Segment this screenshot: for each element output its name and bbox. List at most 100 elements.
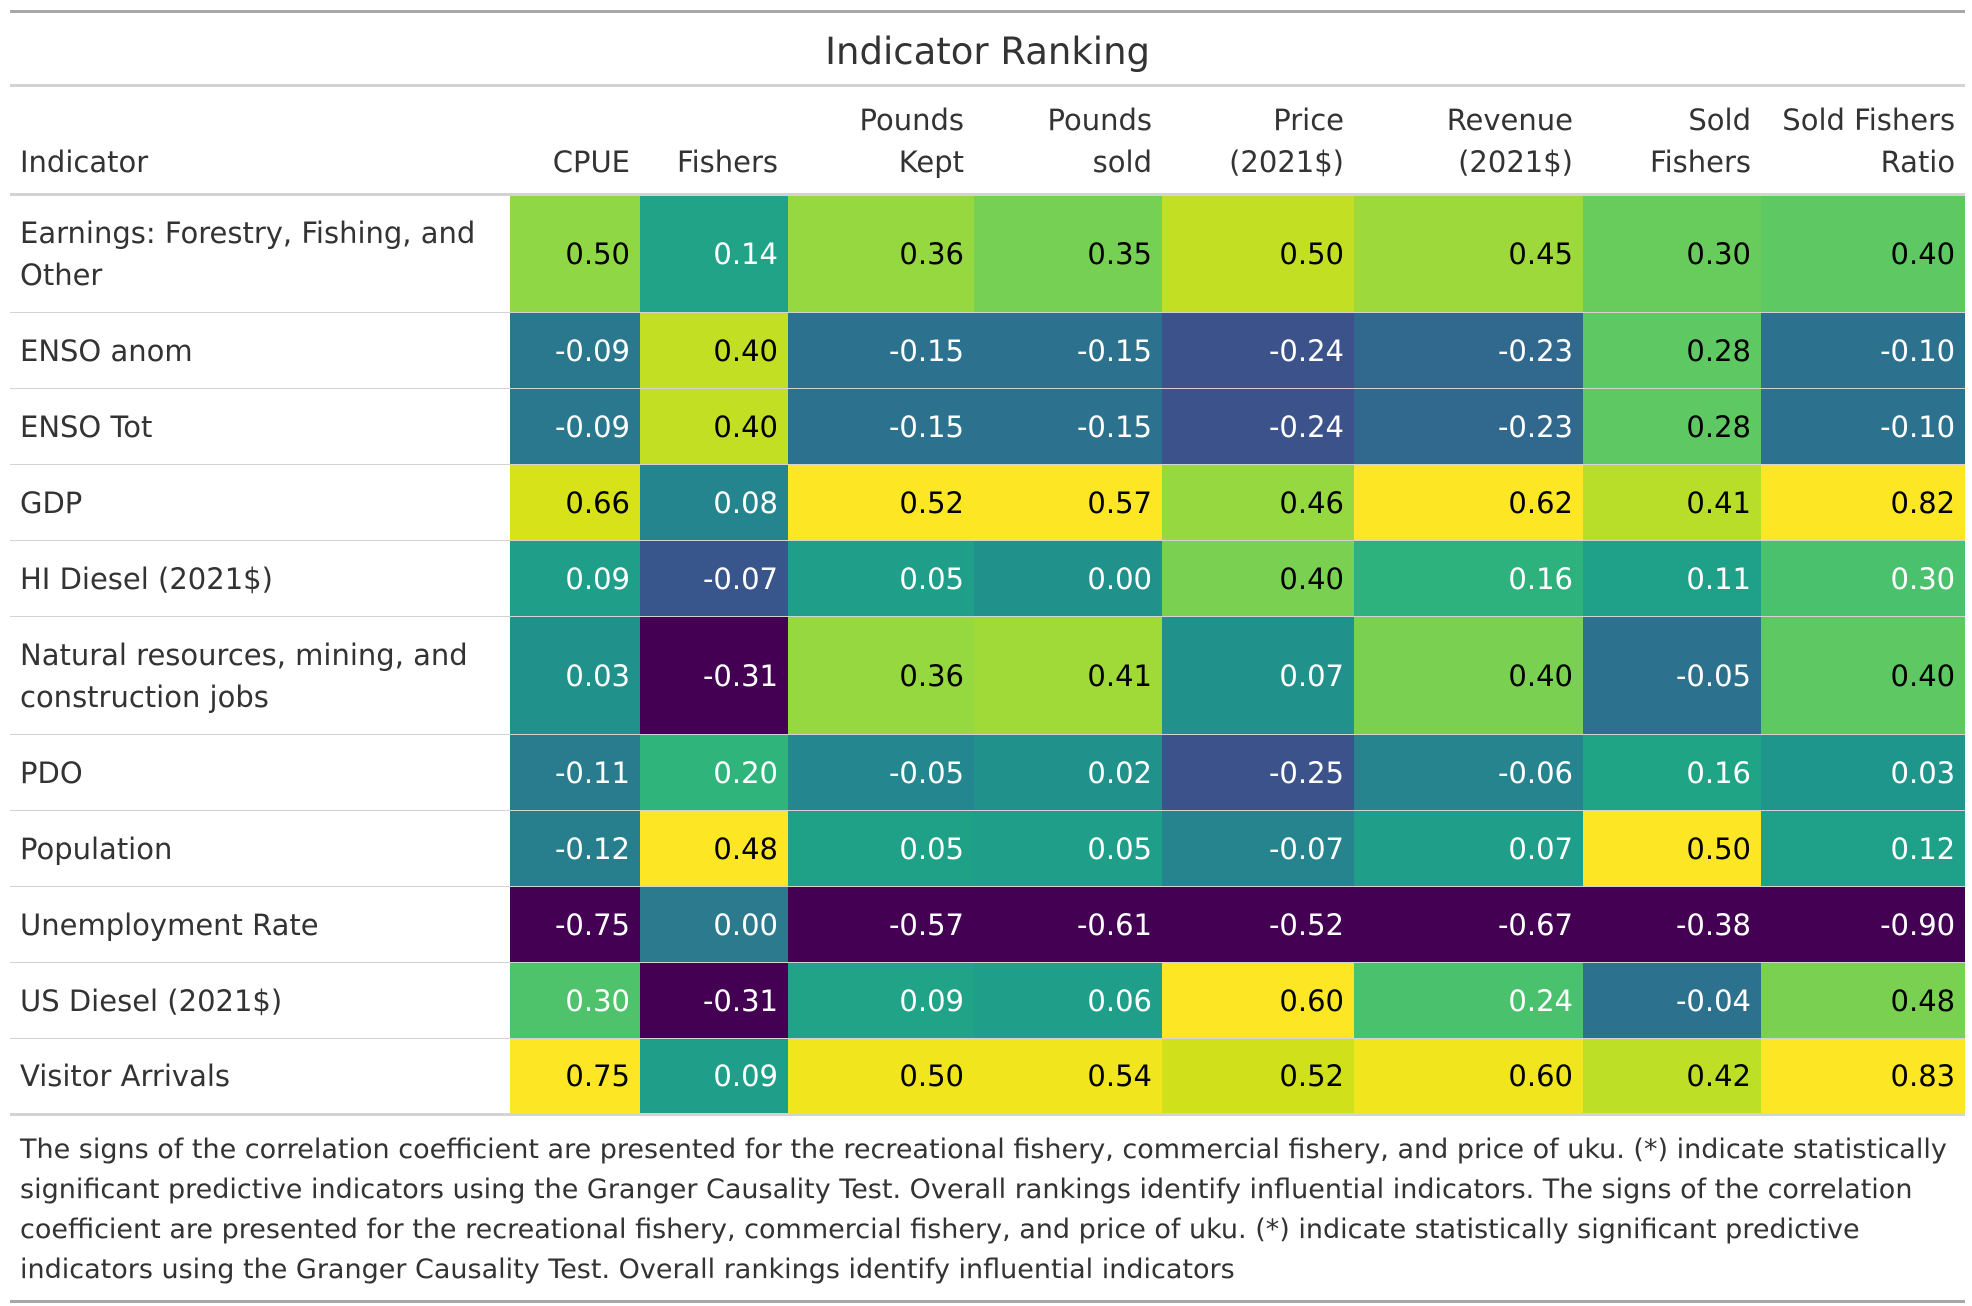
correlation-cell: 0.09 (640, 1038, 788, 1115)
correlation-cell: 0.07 (1162, 616, 1354, 735)
column-header: Sold Fishers (1583, 85, 1761, 196)
correlation-cell: 0.40 (1761, 616, 1966, 735)
correlation-cell: 0.30 (510, 962, 640, 1039)
correlation-cell: 0.50 (1162, 194, 1354, 313)
correlation-cell: 0.48 (1761, 962, 1966, 1039)
correlation-cell: -0.57 (788, 886, 974, 963)
correlation-cell: 0.40 (1354, 616, 1583, 735)
correlation-cell: -0.24 (1162, 312, 1354, 389)
correlation-cell: 0.07 (1354, 810, 1583, 887)
correlation-cell: -0.31 (640, 616, 788, 735)
correlation-cell: 0.66 (510, 464, 640, 541)
correlation-cell: 0.28 (1583, 388, 1761, 465)
column-header-line: (2021$) (1229, 145, 1344, 179)
correlation-cell: 0.40 (1761, 194, 1966, 313)
correlation-cell: 0.52 (788, 464, 974, 541)
column-header-line: Indicator (20, 145, 149, 179)
correlation-cell: 0.40 (640, 388, 788, 465)
table-row: ENSO anom -0.09 0.40 -0.15 -0.15 -0.24 -0.23 0.… (10, 312, 1966, 389)
correlation-cell: -0.23 (1354, 388, 1583, 465)
correlation-cell: -0.05 (788, 734, 974, 811)
indicator-label: Population (10, 810, 510, 887)
correlation-cell: 0.36 (788, 616, 974, 735)
column-header: Price (2021$) (1162, 85, 1354, 196)
correlation-cell: -0.23 (1354, 312, 1583, 389)
correlation-cell: 0.12 (1761, 810, 1966, 887)
column-header: Sold Fishers Ratio (1761, 85, 1966, 196)
correlation-cell: -0.15 (974, 388, 1162, 465)
correlation-cell: -0.10 (1761, 388, 1966, 465)
table-row: HI Diesel (2021$) 0.09 -0.07 0.05 0.00 0.40 0.… (10, 540, 1966, 617)
header-row: Indicator CPUE Fishers Pounds Kept Pounds so… (10, 85, 1966, 196)
correlation-cell: 0.20 (640, 734, 788, 811)
correlation-cell: 0.11 (1583, 540, 1761, 617)
footnote-row: The signs of the correlation coefficient… (10, 1113, 1966, 1302)
correlation-cell: 0.41 (1583, 464, 1761, 541)
column-header-line: Fishers (1650, 145, 1751, 179)
indicator-label: Natural resources, mining, and construct… (10, 616, 510, 735)
column-header-line: CPUE (552, 145, 630, 179)
correlation-cell: 0.24 (1354, 962, 1583, 1039)
column-header-line (20, 99, 500, 141)
indicator-label: Unemployment Rate (10, 886, 510, 963)
column-header-line: Ratio (1880, 145, 1956, 179)
correlation-cell: -0.75 (510, 886, 640, 963)
table-row: Visitor Arrivals 0.75 0.09 0.50 0.54 0.52 0.60… (10, 1038, 1966, 1115)
column-header-line: Sold (1688, 103, 1751, 137)
correlation-cell: 0.16 (1354, 540, 1583, 617)
column-header-line: Sold Fishers (1782, 103, 1956, 137)
correlation-cell: 0.54 (974, 1038, 1162, 1115)
correlation-cell: 0.35 (974, 194, 1162, 313)
correlation-cell: 0.42 (1583, 1038, 1761, 1115)
correlation-cell: 0.14 (640, 194, 788, 313)
column-header-line (650, 99, 778, 141)
correlation-cell: 0.50 (1583, 810, 1761, 887)
correlation-cell: 0.50 (510, 194, 640, 313)
correlation-cell: 0.00 (640, 886, 788, 963)
indicator-label: ENSO anom (10, 312, 510, 389)
correlation-cell: -0.52 (1162, 886, 1354, 963)
correlation-cell: 0.30 (1761, 540, 1966, 617)
table-container: Indicator Ranking Indicator CPUE Fishers… (10, 10, 1966, 1303)
correlation-cell: 0.45 (1354, 194, 1583, 313)
correlation-cell: 0.48 (640, 810, 788, 887)
indicator-label: HI Diesel (2021$) (10, 540, 510, 617)
indicator-label: US Diesel (2021$) (10, 962, 510, 1039)
correlation-cell: 0.52 (1162, 1038, 1354, 1115)
correlation-cell: -0.06 (1354, 734, 1583, 811)
correlation-cell: 0.05 (788, 810, 974, 887)
column-header: Fishers (640, 85, 788, 196)
correlation-cell: 0.40 (1162, 540, 1354, 617)
correlation-cell: 0.06 (974, 962, 1162, 1039)
correlation-cell: 0.60 (1354, 1038, 1583, 1115)
column-header-line: sold (1092, 145, 1152, 179)
column-header-line: Pounds (1047, 103, 1152, 137)
correlation-cell: -0.24 (1162, 388, 1354, 465)
column-header: Pounds sold (974, 85, 1162, 196)
correlation-cell: -0.15 (974, 312, 1162, 389)
correlation-cell: -0.12 (510, 810, 640, 887)
indicator-label: GDP (10, 464, 510, 541)
correlation-cell: -0.07 (1162, 810, 1354, 887)
correlation-cell: -0.10 (1761, 312, 1966, 389)
column-header-line: (2021$) (1458, 145, 1573, 179)
correlation-cell: 0.75 (510, 1038, 640, 1115)
correlation-cell: 0.62 (1354, 464, 1583, 541)
correlation-cell: -0.15 (788, 388, 974, 465)
table-row: PDO -0.11 0.20 -0.05 0.02 -0.25 -0.06 0.16 0.03 (10, 734, 1966, 811)
title-row: Indicator Ranking (10, 11, 1966, 87)
correlation-cell: -0.61 (974, 886, 1162, 963)
table-row: Natural resources, mining, and construct… (10, 616, 1966, 735)
correlation-cell: 0.83 (1761, 1038, 1966, 1115)
correlation-cell: 0.50 (788, 1038, 974, 1115)
correlation-cell: -0.90 (1761, 886, 1966, 963)
correlation-cell: 0.16 (1583, 734, 1761, 811)
correlation-cell: 0.57 (974, 464, 1162, 541)
table-title: Indicator Ranking (10, 11, 1966, 87)
indicator-label: PDO (10, 734, 510, 811)
correlation-cell: -0.05 (1583, 616, 1761, 735)
correlation-cell: -0.25 (1162, 734, 1354, 811)
correlation-cell: 0.09 (510, 540, 640, 617)
correlation-cell: 0.03 (510, 616, 640, 735)
table-body: Earnings: Forestry, Fishing, and Other 0.… (10, 194, 1966, 1115)
